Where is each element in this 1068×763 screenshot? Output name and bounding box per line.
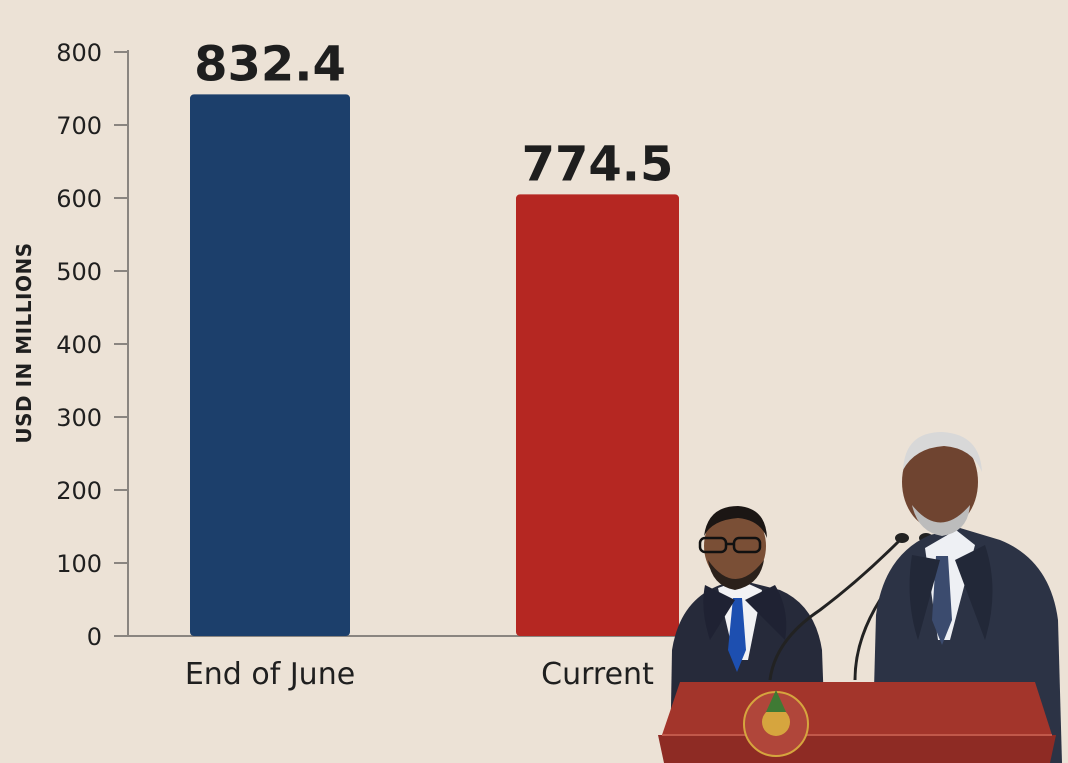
y-tick-label: 600 bbox=[56, 185, 102, 213]
chart-bars bbox=[190, 94, 679, 637]
y-axis-title: USD IN MILLIONS bbox=[12, 242, 36, 443]
podium bbox=[658, 682, 1056, 763]
x-category-label: Current bbox=[541, 657, 654, 692]
y-tick-label: 700 bbox=[56, 112, 102, 140]
y-tick-label: 500 bbox=[56, 258, 102, 286]
y-tick-label: 800 bbox=[56, 39, 102, 67]
y-tick-label: 200 bbox=[56, 477, 102, 505]
data-label: 832.4 bbox=[194, 36, 346, 92]
y-tick-label: 400 bbox=[56, 331, 102, 359]
data-label: 774.5 bbox=[522, 136, 674, 192]
bar-current bbox=[516, 194, 679, 636]
chart-axes: 0 100 200 300 400 500 600 700 800 bbox=[56, 39, 692, 651]
y-tick-label: 0 bbox=[87, 623, 102, 651]
speakers-at-podium-photo bbox=[658, 432, 1062, 763]
chart-labels: 832.4 End of June 774.5 Current bbox=[185, 36, 674, 692]
x-category-label: End of June bbox=[185, 657, 355, 692]
y-tick-label: 100 bbox=[56, 550, 102, 578]
bar-end-of-june bbox=[190, 94, 350, 637]
y-tick-label: 300 bbox=[56, 404, 102, 432]
